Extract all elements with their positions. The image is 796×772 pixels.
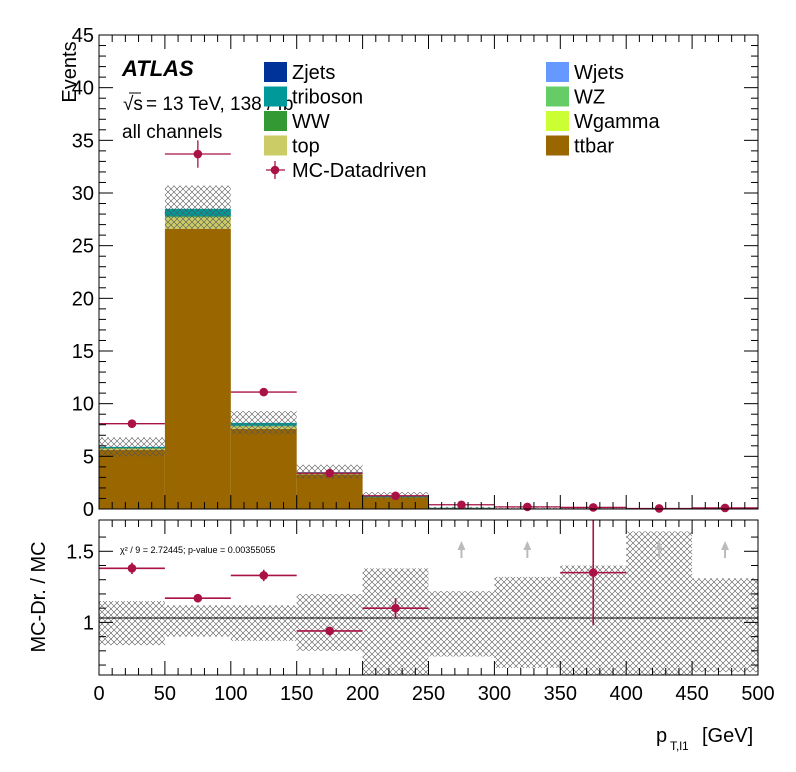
ratio-band-bin-1 (164, 605, 231, 637)
main-ytick-label-15: 15 (72, 341, 94, 363)
ratio-band-bin-5 (428, 591, 495, 657)
x-tick-label-500: 500 (741, 683, 774, 705)
channel-label: all channels (122, 122, 222, 143)
legend-label-ww: WW (292, 111, 330, 133)
data-point-4 (391, 491, 400, 501)
x-tick-label-200: 200 (346, 683, 379, 705)
legend-swatch-zjets (264, 62, 287, 82)
energy-annotation: √s = 13 TeV, 138 / fb (123, 92, 293, 115)
legend-swatch-wjets (546, 62, 569, 82)
y-axis-label-events: Events (59, 41, 81, 102)
bar-ttbar-bin-0 (99, 450, 165, 509)
ratio-band-bin-3 (296, 593, 363, 651)
ratio-point-375 (588, 568, 598, 577)
offscale-arrow-275 (457, 541, 466, 550)
main-ytick-label-25: 25 (72, 236, 94, 258)
uncertainty-band-bin-2 (230, 411, 297, 435)
x-axis-title: p T,l1 [GeV] (656, 725, 753, 753)
legend-swatch-wgamma (546, 111, 569, 131)
bar-ttbar-bin-2 (230, 428, 297, 509)
sqrt-s-symbol: √s (123, 94, 143, 115)
main-ytick-label-45: 45 (72, 25, 94, 47)
legend-label-wjets: Wjets (574, 62, 624, 84)
bar-ttbar-bin-3 (296, 474, 363, 509)
legend-swatch-wz (546, 86, 569, 107)
legend-swatch-ttbar (546, 135, 569, 156)
legend-label-zjets: Zjets (292, 62, 335, 84)
y-axis-label-ratio: MC-Dr. / MC (28, 541, 50, 652)
legend-swatch-top (264, 135, 287, 156)
legend-label-top: top (292, 136, 320, 158)
x-tick-label-50: 50 (154, 683, 176, 705)
data-point-2 (259, 387, 269, 397)
main-ytick-label-10: 10 (72, 394, 94, 416)
atlas-label: ATLAS (121, 56, 194, 81)
data-point-7 (588, 503, 598, 512)
main-ytick-label-35: 35 (72, 130, 94, 152)
legend-swatch-ww (264, 111, 287, 131)
x-tick-label-300: 300 (478, 683, 511, 705)
legend-label-mc-datadriven: MC-Datadriven (292, 160, 426, 182)
uncertainty-band-bin-0 (99, 437, 165, 457)
legend-label-wgamma: Wgamma (574, 111, 660, 133)
offscale-arrow-475 (721, 541, 730, 550)
legend-swatch-triboson (264, 86, 287, 107)
ratio-band-bin-4 (362, 568, 429, 675)
energy-label: = 13 TeV, 138 / fb (146, 94, 293, 115)
x-tick-label-0: 0 (93, 683, 104, 705)
data-point-1 (193, 149, 203, 159)
legend-marker-mc-datadriven (270, 165, 280, 175)
x-axis-title-main: p (656, 725, 667, 747)
data-point-3 (325, 468, 334, 478)
bar-ttbar-bin-1 (164, 228, 231, 509)
x-tick-label-450: 450 (675, 683, 708, 705)
data-point-5 (457, 500, 466, 510)
main-ytick-label-40: 40 (72, 78, 94, 100)
x-axis-title-subscript: T,l1 (670, 739, 689, 753)
ratio-band-bin-6 (494, 576, 561, 668)
x-tick-label-150: 150 (280, 683, 313, 705)
ratio-point-175 (325, 626, 334, 636)
offscale-arrow-325 (523, 541, 532, 550)
data-point-0 (127, 419, 137, 428)
data-point-8 (654, 504, 664, 513)
offscale-arrow-425 (655, 541, 664, 550)
x-tick-label-400: 400 (610, 683, 643, 705)
main-ytick-label-0: 0 (83, 499, 94, 521)
legend-label-wz: WZ (574, 87, 605, 109)
ratio-band-bin-2 (230, 605, 297, 641)
ratio-ytick-label-1: 1 (83, 612, 94, 634)
ratio-point-125 (259, 571, 269, 580)
data-point-9 (720, 503, 730, 513)
uncertainty-band-bin-1 (164, 185, 231, 229)
x-tick-label-250: 250 (412, 683, 445, 705)
ratio-band-bin-0 (99, 601, 165, 646)
ratio-ytick-label-1.5: 1.5 (66, 541, 94, 563)
main-ytick-label-5: 5 (83, 446, 94, 468)
ratio-point-225 (391, 603, 400, 613)
legend-label-triboson: triboson (292, 87, 363, 109)
bar-ttbar-bin-4 (362, 497, 429, 509)
main-panel: 0 5 10 15 20 25 30 35 40 45 Events ATLAS √s = 13 … (59, 25, 759, 521)
ratio-band-bin-9 (692, 578, 758, 673)
main-ytick-label-30: 30 (72, 183, 94, 205)
data-point-6 (523, 502, 532, 512)
ratio-point-75 (193, 593, 203, 603)
ratio-panel: 1 1.5 0 50 100 150 200 250 300 350 400 450 500 χ² /… (28, 519, 775, 753)
ratio-point-25 (127, 564, 137, 573)
x-axis-title-unit: [GeV] (702, 725, 753, 747)
chi2-label: χ² / 9 = 2.72445; p-value = 0.00355055 (120, 545, 275, 555)
x-tick-label-100: 100 (214, 683, 247, 705)
legend-label-ttbar: ttbar (574, 136, 614, 158)
x-tick-label-350: 350 (544, 683, 577, 705)
main-ytick-label-20: 20 (72, 288, 94, 310)
